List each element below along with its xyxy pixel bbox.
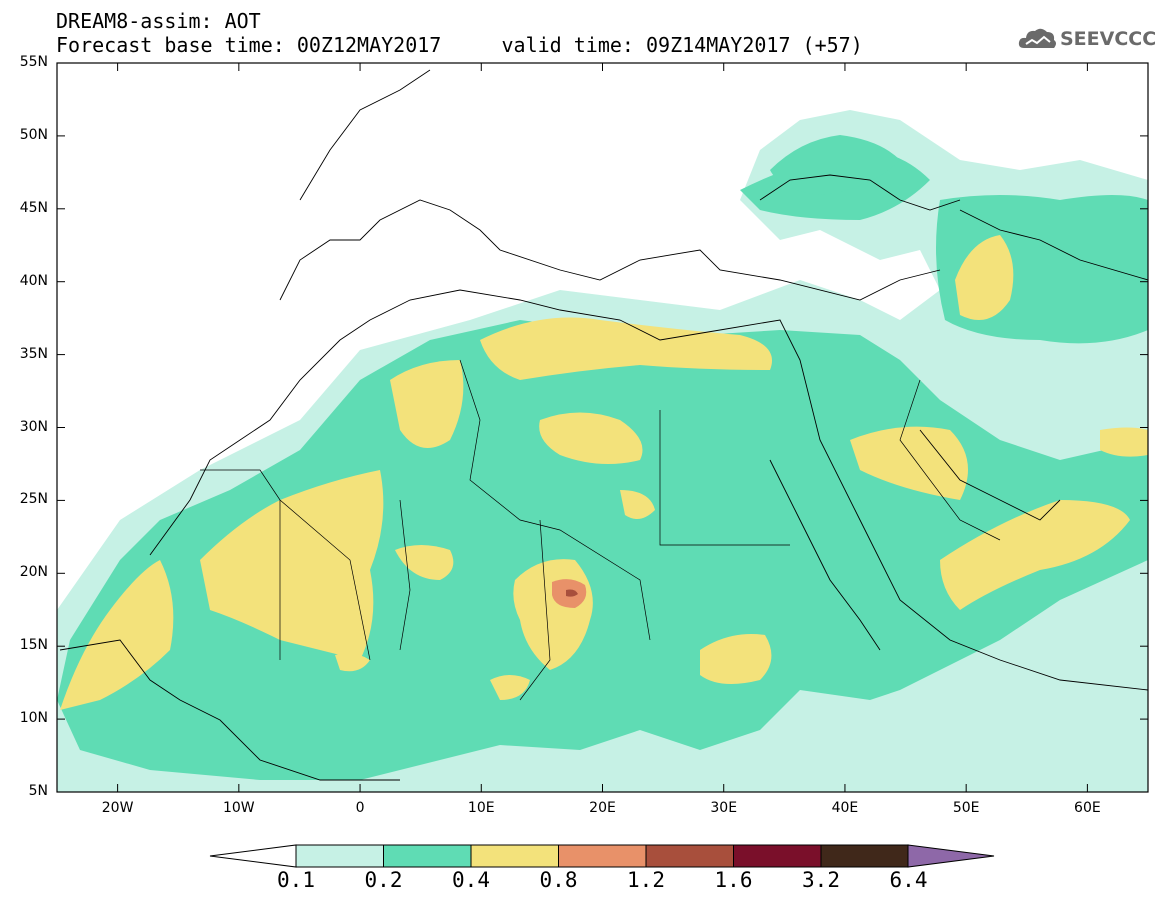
lat-tick-label: 45N: [19, 199, 48, 216]
colorbar-swatch: [558, 844, 647, 868]
colorbar-level-label: 0.4: [452, 868, 490, 892]
cloud-logo-icon: [1018, 28, 1056, 48]
colorbar-level-label: 3.2: [802, 868, 840, 892]
lat-tick-label: 50N: [19, 126, 48, 143]
lon-tick-label: 40E: [831, 800, 859, 816]
map-subtitle: Forecast base time: 00Z12MAY2017 valid t…: [56, 33, 863, 57]
colorbar-level-label: 1.6: [714, 868, 753, 892]
lat-tick-label: 35N: [19, 345, 48, 362]
lat-tick-label: 15N: [19, 637, 48, 654]
lon-tick-label: 20E: [589, 800, 616, 816]
logo-text: SEEVCCC: [1060, 28, 1157, 50]
lon-tick-label: 60E: [1074, 800, 1101, 816]
colorbar-swatch: [383, 844, 472, 868]
colorbar-swatch: [295, 844, 384, 868]
lat-tick-label: 10N: [19, 710, 48, 727]
lon-tick-label: 50E: [952, 800, 980, 816]
map-title: DREAM8-assim: AOT: [56, 9, 261, 33]
colorbar-level-label: 0.1: [277, 868, 315, 892]
colorbar: [209, 844, 995, 868]
lon-tick-label: 10W: [222, 800, 255, 816]
aod-band-1-2: [566, 589, 578, 597]
lon-tick-label: 0: [355, 800, 365, 816]
lat-tick-label: 20N: [19, 564, 48, 581]
colorbar-level-label: 0.8: [539, 868, 578, 892]
colorbar-high-arrow: [907, 844, 995, 868]
colorbar-level-label: 1.2: [627, 868, 665, 892]
coastlines: [59, 69, 1148, 781]
lat-tick-label: 40N: [19, 272, 48, 289]
lat-tick-label: 25N: [19, 491, 48, 508]
colorbar-swatch: [733, 844, 822, 868]
colorbar-level-label: 6.4: [889, 868, 928, 892]
lon-tick-label: 30E: [710, 800, 738, 816]
lat-tick-label: 55N: [19, 54, 48, 70]
colorbar-swatch: [645, 844, 734, 868]
colorbar-swatch: [470, 844, 559, 868]
tick-marks: [57, 62, 1148, 793]
colorbar-swatch: [820, 844, 909, 868]
borders: [200, 359, 1001, 701]
lon-tick-label: 20W: [101, 800, 134, 816]
lat-tick-label: 30N: [19, 418, 48, 435]
lat-tick-label: 5N: [28, 783, 48, 799]
colorbar-level-label: 0.2: [364, 868, 403, 892]
colorbar-low-arrow: [209, 844, 297, 868]
lon-tick-label: 10E: [467, 800, 495, 816]
